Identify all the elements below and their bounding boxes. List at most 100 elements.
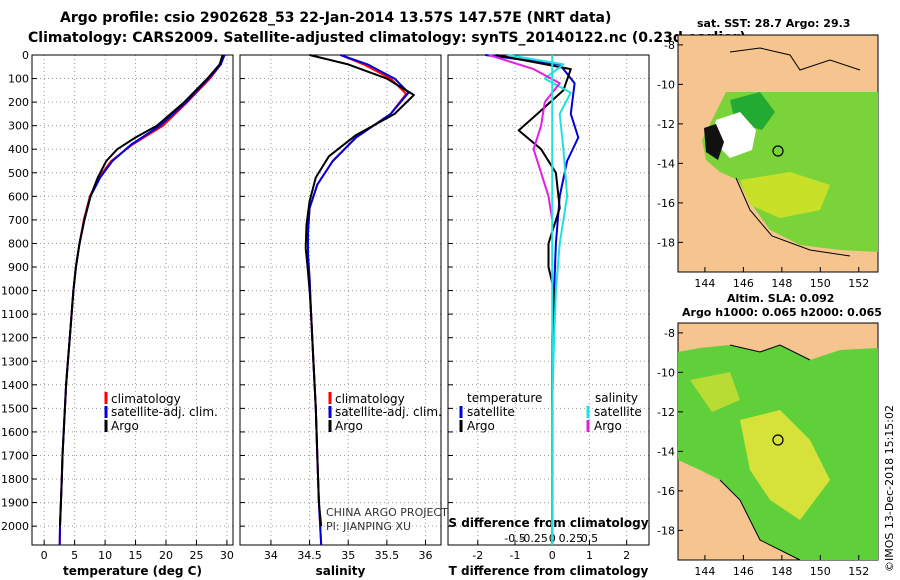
credit-project: CHINA ARGO PROJECT bbox=[326, 506, 448, 519]
y-tick-label: 1000 bbox=[1, 285, 29, 298]
x-tick-label: 34.5 bbox=[297, 549, 322, 562]
series-line-argo bbox=[304, 54, 415, 527]
series-line-satellite-adj-clim- bbox=[307, 54, 410, 546]
x-axis-label: salinity bbox=[316, 564, 366, 578]
map-bottom-title-1: Altim. SLA: 0.092 bbox=[727, 292, 834, 305]
y-tick-label: 200 bbox=[8, 96, 29, 109]
legend-s-argo-label: Argo bbox=[594, 419, 622, 433]
figure-title-line1: Argo profile: csio 2902628_53 22-Jan-201… bbox=[60, 10, 611, 26]
y-tick-label: 1300 bbox=[1, 355, 29, 368]
legend-temperature-title: temperature bbox=[467, 391, 542, 405]
legend-salinity-title: salinity bbox=[595, 391, 638, 405]
y-tick-label: 1800 bbox=[1, 473, 29, 486]
legend-t-argo-label: Argo bbox=[467, 419, 495, 433]
series-line-climatology bbox=[58, 54, 225, 546]
map-x-tick-label: 148 bbox=[771, 277, 792, 290]
x-tick-label: 34 bbox=[264, 549, 278, 562]
legend-satellite-label: satellite-adj. clim. bbox=[335, 405, 442, 419]
map-bottom-yellow-band bbox=[740, 410, 830, 520]
map-y-tick-label: -10 bbox=[657, 366, 675, 379]
map-x-tick-label: 152 bbox=[848, 277, 869, 290]
x-tick-label: 1 bbox=[586, 549, 593, 562]
x2-tick-label: 0.5 bbox=[581, 532, 599, 545]
map-y-tick-label: -16 bbox=[657, 197, 675, 210]
map-x-tick-label: 146 bbox=[733, 565, 754, 578]
y-tick-label: 0 bbox=[22, 49, 29, 62]
legend-climatology-label: climatology bbox=[335, 392, 405, 406]
x2-axis-label: S difference from climatology bbox=[448, 516, 648, 530]
map-bottom bbox=[677, 322, 879, 561]
map-y-tick-label: -16 bbox=[657, 485, 675, 498]
x2-tick-label: -0.25 bbox=[519, 532, 547, 545]
x-tick-label: 36 bbox=[419, 549, 433, 562]
difference-legend: temperature satellite Argo salinity sate… bbox=[459, 391, 642, 433]
panel-2: 34 34.5 35 35.5 36 salinity bbox=[239, 54, 442, 578]
map-y-tick-label: -8 bbox=[664, 327, 675, 340]
x-tick-label: 35 bbox=[341, 549, 355, 562]
y-tick-label: 300 bbox=[8, 120, 29, 133]
map-x-tick-label: 144 bbox=[694, 277, 715, 290]
argo-location-marker-top bbox=[772, 145, 784, 157]
x-tick-label: 0 bbox=[549, 549, 556, 562]
x-tick-label: 30 bbox=[220, 549, 234, 562]
footer-timestamp: ©IMOS 13-Dec-2018 15:15:02 bbox=[883, 405, 896, 572]
x-tick-label: 10 bbox=[98, 549, 112, 562]
y-tick-label: 1700 bbox=[1, 449, 29, 462]
series-line-argo bbox=[59, 54, 224, 527]
panel-frame bbox=[31, 54, 234, 546]
panel-frame bbox=[447, 54, 650, 546]
legend-satellite-label: satellite-adj. clim. bbox=[111, 405, 218, 419]
x-tick-label: 35.5 bbox=[375, 549, 400, 562]
y-tick-label: 400 bbox=[8, 143, 29, 156]
y-tick-label: 500 bbox=[8, 167, 29, 180]
x-axis-label: T difference from climatology bbox=[449, 564, 649, 578]
series-line-climatology bbox=[307, 54, 408, 546]
series-line-satellite-adj-clim- bbox=[58, 54, 226, 546]
map-bottom-coast bbox=[719, 344, 811, 561]
map-y-tick-label: -18 bbox=[657, 524, 675, 537]
map-top-coast bbox=[729, 47, 861, 257]
y-tick-label: 600 bbox=[8, 190, 29, 203]
x-tick-label: 2 bbox=[623, 549, 630, 562]
series-line-s-argo bbox=[488, 54, 561, 221]
y-tick-label: 1500 bbox=[1, 402, 29, 415]
map-y-tick-label: -14 bbox=[657, 157, 675, 170]
map-y-tick-label: -14 bbox=[657, 445, 675, 458]
map-top bbox=[677, 34, 879, 273]
map-x-tick-label: 150 bbox=[810, 565, 831, 578]
salinity-legend: climatology satellite-adj. clim. Argo bbox=[328, 392, 442, 433]
x-tick-label: 5 bbox=[71, 549, 78, 562]
x-axis-label: temperature (deg C) bbox=[63, 564, 202, 578]
legend-t-satellite-label: satellite bbox=[467, 405, 515, 419]
map-x-tick-label: 152 bbox=[848, 565, 869, 578]
map-y-tick-label: -12 bbox=[657, 118, 675, 131]
map-top-cold-patch bbox=[712, 112, 756, 158]
legend-argo-label: Argo bbox=[335, 419, 363, 433]
x-tick-label: -1 bbox=[510, 549, 521, 562]
legend-argo-label: Argo bbox=[111, 419, 139, 433]
map-top-axes: 144 146 148 150 152 -8 -10 -12 -14 -16 -18 bbox=[657, 39, 869, 290]
y-tick-label: 1600 bbox=[1, 426, 29, 439]
panel-1: 0 5 10 15 20 25 30 temperature (deg C) 0 100 200 30… bbox=[1, 49, 234, 578]
map-y-tick-label: -18 bbox=[657, 236, 675, 249]
y-tick-label: 900 bbox=[8, 261, 29, 274]
series-line-t-satellite bbox=[485, 54, 580, 545]
y-tick-label: 1200 bbox=[1, 332, 29, 345]
x-tick-label: 15 bbox=[129, 549, 143, 562]
argo-location-marker-bottom bbox=[772, 434, 784, 446]
panel-frame bbox=[239, 54, 442, 546]
y-tick-label: 2000 bbox=[1, 520, 29, 533]
map-x-tick-label: 144 bbox=[694, 565, 715, 578]
map-y-tick-label: -8 bbox=[664, 39, 675, 52]
y-tick-label: 100 bbox=[8, 73, 29, 86]
figure-title-line2: Climatology: CARS2009. Satellite-adjuste… bbox=[28, 30, 746, 46]
map-x-tick-label: 150 bbox=[810, 277, 831, 290]
map-top-yellow-patch bbox=[740, 172, 830, 218]
map-y-tick-label: -10 bbox=[657, 78, 675, 91]
x-tick-label: -2 bbox=[472, 549, 483, 562]
x2-tick-label: 0.25 bbox=[559, 532, 584, 545]
x2-tick-label: -0.5 bbox=[504, 532, 525, 545]
credit-pi: PI: JIANPING XU bbox=[326, 520, 411, 533]
